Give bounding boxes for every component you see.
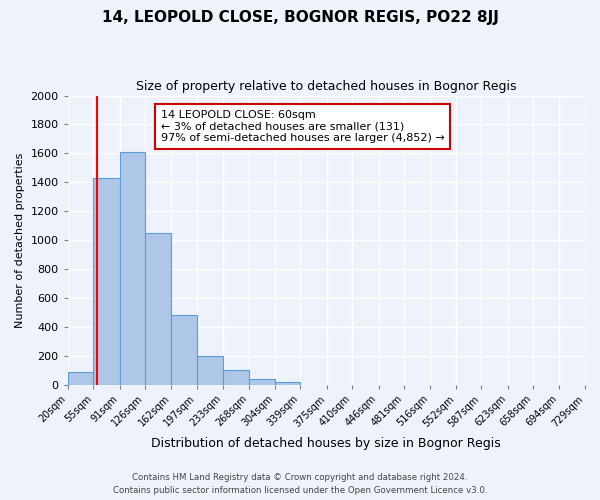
Bar (145, 233, 172, 384)
Y-axis label: Number of detached properties: Number of detached properties (15, 152, 25, 328)
Bar (275, 382, 301, 384)
Title: Size of property relative to detached houses in Bognor Regis: Size of property relative to detached ho… (136, 80, 517, 93)
Text: Contains HM Land Registry data © Crown copyright and database right 2024.
Contai: Contains HM Land Registry data © Crown c… (113, 474, 487, 495)
Text: 14, LEOPOLD CLOSE, BOGNOR REGIS, PO22 8JJ: 14, LEOPOLD CLOSE, BOGNOR REGIS, PO22 8J… (101, 10, 499, 25)
Bar (223, 370, 248, 384)
Bar (197, 356, 223, 384)
Bar (93, 178, 119, 384)
X-axis label: Distribution of detached houses by size in Bognor Regis: Distribution of detached houses by size … (151, 437, 501, 450)
Text: 14 LEOPOLD CLOSE: 60sqm
← 3% of detached houses are smaller (131)
97% of semi-de: 14 LEOPOLD CLOSE: 60sqm ← 3% of detached… (161, 110, 445, 143)
Bar (68, 372, 93, 384)
Bar (119, 152, 145, 384)
Bar (172, 316, 197, 384)
Bar (248, 379, 275, 384)
